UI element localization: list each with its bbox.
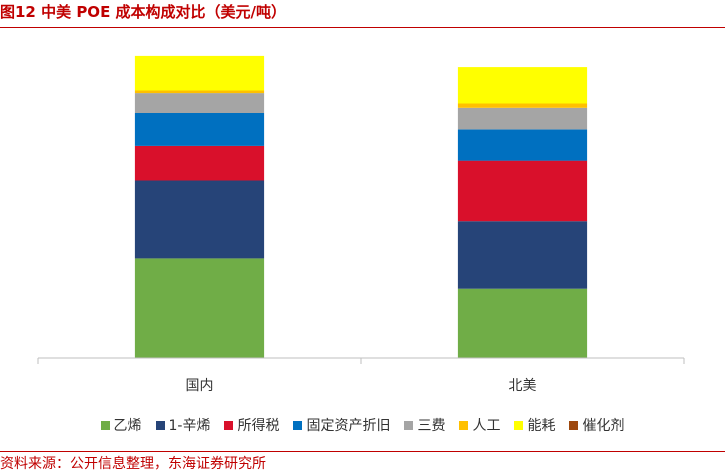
legend-label: 催化剂 — [582, 418, 625, 434]
x-tick-label: 北美 — [509, 378, 537, 394]
title-divider — [0, 27, 725, 28]
bar-segment — [457, 160, 588, 222]
bar-segment — [134, 113, 265, 146]
legend-label: 能耗 — [527, 418, 556, 434]
bar-segment — [134, 90, 265, 94]
chart-legend: 乙烯 1-辛烯 所得税 固定资产折旧 三费 人工 能耗 催化剂 — [0, 414, 725, 436]
bar-segment — [134, 180, 265, 259]
legend-item: 1-辛烯 — [155, 415, 211, 435]
source-note: 资料来源：公开信息整理，东海证券研究所 — [0, 456, 266, 472]
bar-segment — [457, 67, 588, 104]
legend-item: 催化剂 — [569, 415, 624, 435]
legend-swatch — [514, 420, 524, 430]
legend-swatch — [459, 420, 469, 430]
legend-swatch — [404, 420, 414, 430]
source-divider — [0, 451, 725, 452]
legend-label: 1-辛烯 — [168, 418, 211, 434]
bar-segment — [134, 55, 265, 91]
bar-segment — [457, 103, 588, 108]
legend-item: 人工 — [459, 415, 500, 435]
bar-segment — [134, 258, 265, 358]
bar-segment — [134, 93, 265, 113]
legend-item: 乙烯 — [100, 415, 142, 435]
legend-swatch — [155, 420, 165, 430]
legend-swatch — [569, 420, 579, 430]
bar-segment — [457, 288, 588, 358]
x-tick-label: 国内 — [186, 378, 214, 394]
legend-label: 三费 — [417, 418, 446, 434]
legend-item: 能耗 — [514, 415, 555, 435]
legend-item: 所得税 — [224, 415, 279, 435]
legend-label: 固定资产折旧 — [306, 418, 391, 434]
chart-title: 图12 中美 POE 成本构成对比（美元/吨） — [0, 3, 287, 21]
legend-label: 乙烯 — [113, 418, 142, 434]
bar-segment — [457, 107, 588, 130]
legend-swatch — [293, 420, 303, 430]
bar-segment — [457, 129, 588, 161]
legend-swatch — [100, 420, 110, 430]
legend-item: 三费 — [404, 415, 445, 435]
legend-label: 人工 — [472, 418, 501, 434]
legend-swatch — [224, 420, 234, 430]
bar-segment — [134, 145, 265, 181]
bar-segment — [457, 221, 588, 289]
legend-item: 固定资产折旧 — [293, 415, 390, 435]
legend-label: 所得税 — [237, 418, 280, 434]
